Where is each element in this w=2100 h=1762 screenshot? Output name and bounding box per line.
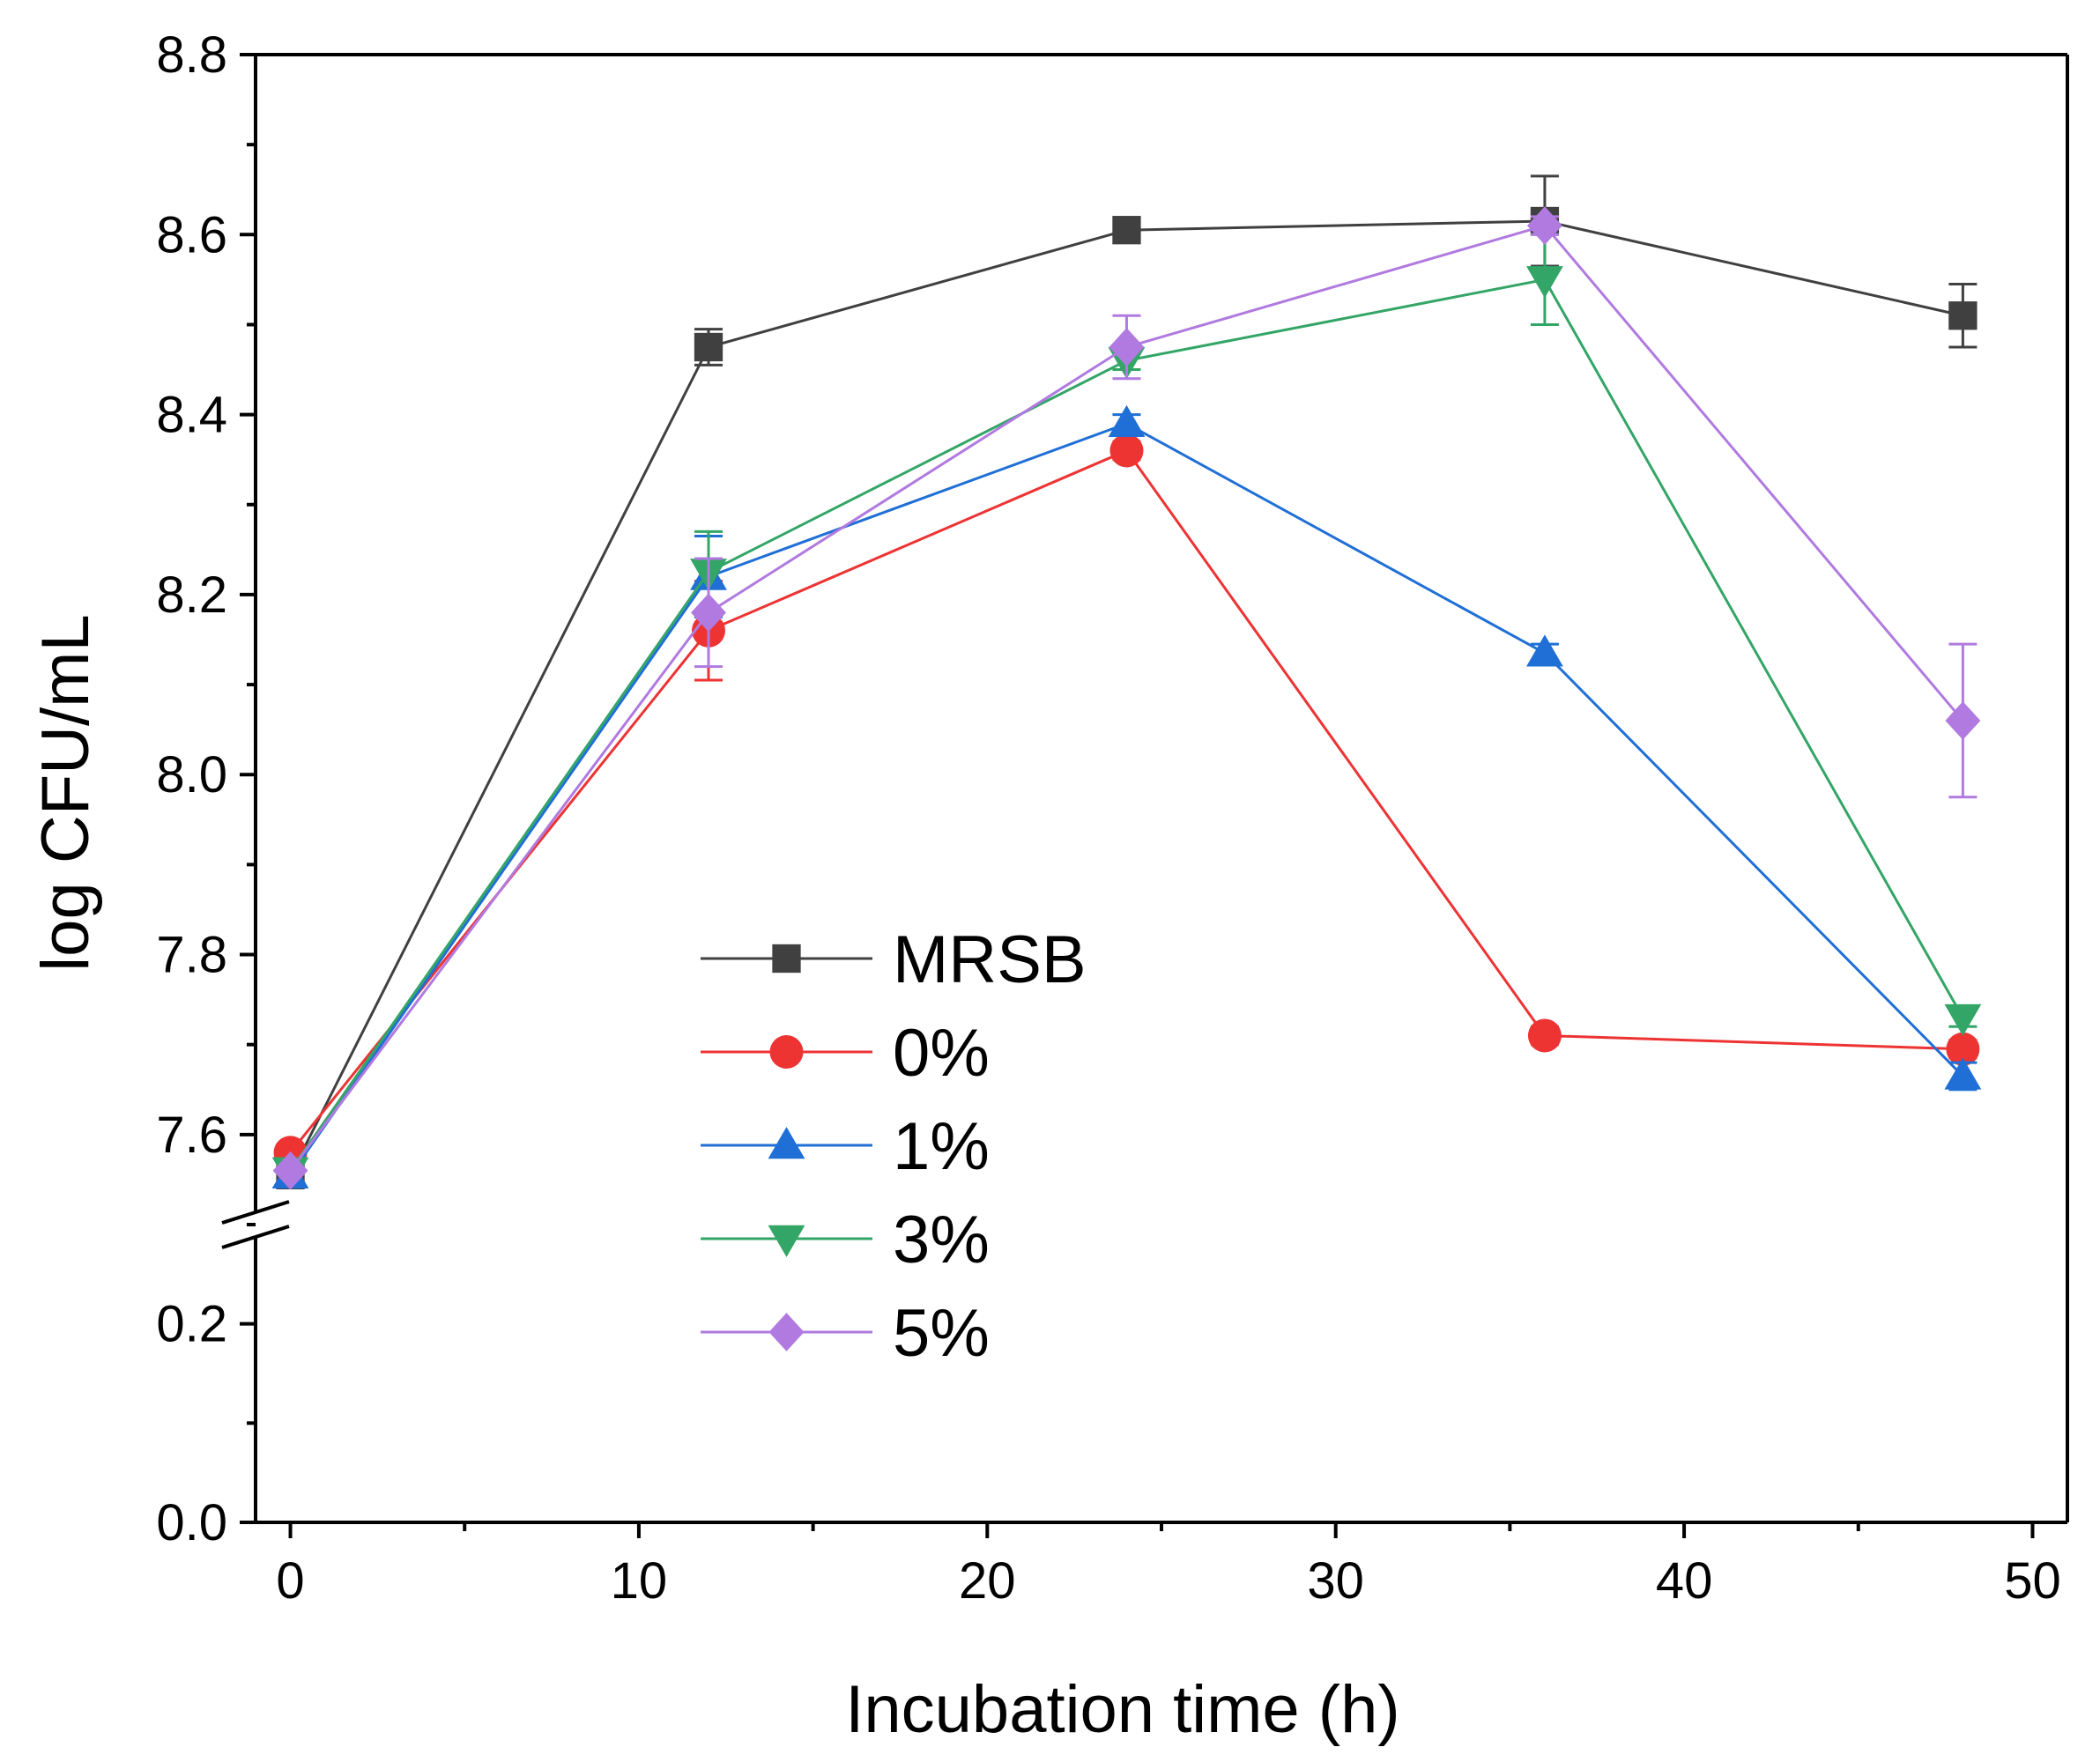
y-tick-label: 8.2 bbox=[156, 566, 227, 624]
legend-label: MRSB bbox=[893, 922, 1087, 997]
tick-labels-layer: 0 10 20 30 40 50 7.6 7.8 8.0 8.2 8.4 8.6 8.8 0.0 0.2 bbox=[156, 26, 2060, 1610]
legend-marker bbox=[768, 1313, 805, 1351]
legend-label: 5% bbox=[893, 1296, 990, 1371]
y-tick-label: 0.0 bbox=[156, 1494, 227, 1551]
data-point bbox=[1945, 701, 1981, 740]
legend: MRSB 0% 1% 3% 5% bbox=[701, 922, 1087, 1371]
legend-label: 1% bbox=[893, 1109, 990, 1184]
y-axis-title: log CFU/mL bbox=[28, 614, 103, 971]
legend-label: 3% bbox=[893, 1203, 990, 1277]
data-point bbox=[1948, 301, 1978, 330]
data-point bbox=[1109, 433, 1144, 468]
data-point bbox=[1944, 1057, 1982, 1090]
data-point bbox=[694, 332, 723, 362]
data-point bbox=[1526, 634, 1563, 667]
data-point bbox=[1527, 1018, 1562, 1053]
legend-marker bbox=[768, 1225, 805, 1257]
y-tick-label: 8.6 bbox=[156, 206, 227, 263]
data-point bbox=[1109, 328, 1145, 366]
data-point bbox=[1944, 1003, 1982, 1036]
y-tick-label: 8.4 bbox=[156, 387, 227, 444]
legend-marker bbox=[768, 1127, 805, 1159]
data-point bbox=[1112, 216, 1141, 245]
x-tick-label: 0 bbox=[276, 1552, 304, 1610]
data-point bbox=[1526, 206, 1562, 245]
data-point bbox=[691, 593, 726, 633]
x-tick-label: 30 bbox=[1307, 1552, 1364, 1610]
x-axis-title: Incubation time (h) bbox=[845, 1672, 1399, 1747]
x-tick-label: 20 bbox=[959, 1552, 1016, 1610]
data-point bbox=[1946, 1032, 1980, 1066]
x-tick-label: 10 bbox=[611, 1552, 668, 1610]
legend-marker bbox=[772, 944, 801, 974]
y-tick-label: 7.8 bbox=[156, 927, 227, 984]
y-tick-label: 8.8 bbox=[156, 26, 227, 84]
y-tick-label: 8.0 bbox=[156, 746, 227, 803]
axis-break-mark bbox=[221, 1225, 290, 1249]
axis-break-mark bbox=[221, 1200, 290, 1225]
y-tick-label: 0.2 bbox=[156, 1296, 227, 1353]
data-point bbox=[1108, 404, 1146, 438]
x-tick-label: 50 bbox=[2004, 1552, 2061, 1610]
axes-layer bbox=[221, 53, 2069, 1538]
y-tick-label: 7.6 bbox=[156, 1107, 227, 1164]
x-tick-label: 40 bbox=[1656, 1552, 1713, 1610]
data-point bbox=[1526, 266, 1563, 299]
legend-marker bbox=[769, 1035, 804, 1069]
data-series-layer bbox=[271, 174, 1982, 1190]
data-point bbox=[272, 1151, 308, 1190]
legend-label: 0% bbox=[893, 1016, 990, 1091]
